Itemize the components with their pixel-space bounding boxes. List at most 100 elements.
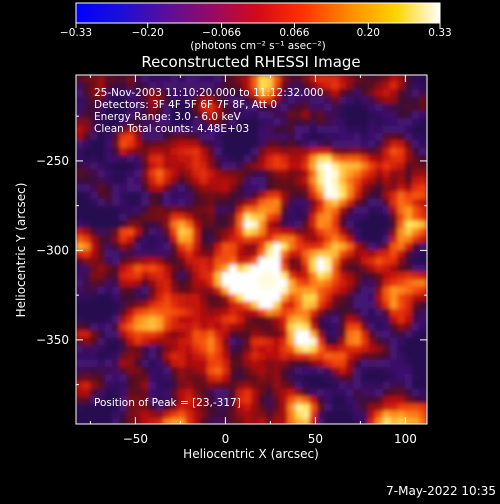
heatmap-cell <box>360 191 369 200</box>
heatmap-cell <box>302 162 311 171</box>
heatmap-cell <box>97 293 106 303</box>
heatmap-cell <box>353 133 362 142</box>
heatmap-cell <box>360 301 369 310</box>
heatmap-cell <box>316 330 326 339</box>
heatmap-cell <box>148 286 157 295</box>
heatmap-cell <box>375 242 384 251</box>
heatmap-cell <box>192 198 201 208</box>
heatmap-cell <box>302 359 311 368</box>
heatmap-cell <box>97 410 106 420</box>
heatmap-cell <box>302 155 311 164</box>
heatmap-cell <box>76 345 84 354</box>
heatmap-cell <box>302 213 311 222</box>
heatmap-cell <box>280 367 289 376</box>
heatmap-cell <box>229 279 238 288</box>
heatmap-cell <box>338 81 347 91</box>
heatmap-cell <box>404 396 413 405</box>
heatmap-cell <box>287 220 296 229</box>
heatmap-cell <box>411 184 421 193</box>
heatmap-cell <box>148 213 157 222</box>
heatmap-cell <box>331 103 340 112</box>
heatmap-cell <box>119 250 128 259</box>
heatmap-cell <box>404 403 413 412</box>
heatmap-cell <box>214 169 223 178</box>
heatmap-cell <box>302 75 311 83</box>
heatmap-cell <box>280 257 289 266</box>
heatmap-cell <box>294 206 304 215</box>
heatmap-cell <box>287 418 296 424</box>
heatmap-cell <box>97 111 106 120</box>
heatmap-cell <box>368 359 377 368</box>
heatmap-cell <box>170 96 179 105</box>
heatmap-cell <box>390 315 399 325</box>
heatmap-cell <box>382 184 391 193</box>
heatmap-cell <box>382 133 391 142</box>
heatmap-cell <box>258 242 267 251</box>
heatmap-cell <box>185 103 194 112</box>
heatmap-cell <box>397 81 406 91</box>
heatmap-cell <box>126 125 135 134</box>
heatmap-cell <box>243 286 252 295</box>
heatmap-cell <box>265 184 274 193</box>
heatmap-cell <box>119 125 128 134</box>
heatmap-cell <box>360 293 369 303</box>
heatmap-cell <box>82 330 92 339</box>
heatmap-cell <box>287 176 296 186</box>
heatmap-cell <box>163 125 172 134</box>
heatmap-cell <box>309 301 318 310</box>
heatmap-cell <box>214 242 223 251</box>
y-tick-label: −300 <box>36 243 69 257</box>
heatmap-cell <box>192 96 201 105</box>
heatmap-cell <box>360 220 369 229</box>
heatmap-cell <box>338 279 347 288</box>
heatmap-cell <box>346 315 355 325</box>
heatmap-cell <box>170 315 179 325</box>
heatmap-cell <box>229 75 238 83</box>
heatmap-cell <box>346 162 355 171</box>
heatmap-cell <box>141 323 150 332</box>
heatmap-cell <box>177 81 187 91</box>
heatmap-cell <box>280 125 289 134</box>
heatmap-cell <box>316 264 326 273</box>
heatmap-cell <box>82 235 92 244</box>
heatmap-cell <box>375 147 384 156</box>
heatmap-cell <box>163 352 172 361</box>
heatmap-cell <box>185 257 194 266</box>
heatmap-cell <box>280 191 289 200</box>
heatmap-cell <box>294 396 304 405</box>
heatmap-cell <box>236 250 245 259</box>
heatmap-cell <box>126 184 135 193</box>
heatmap-cell <box>309 279 318 288</box>
heatmap-cell <box>104 147 113 156</box>
heatmap-cell <box>112 286 121 295</box>
heatmap-cell <box>82 118 92 127</box>
heatmap-cell <box>382 191 391 200</box>
heatmap-cell <box>126 191 135 200</box>
heatmap-cell <box>404 155 413 164</box>
heatmap-cell <box>273 169 282 178</box>
heatmap-cell <box>251 293 260 303</box>
heatmap-cell <box>236 264 245 273</box>
heatmap-cell <box>119 257 128 266</box>
heatmap-cell <box>199 330 209 339</box>
heatmap-cell <box>382 198 391 208</box>
heatmap-cell <box>236 75 245 83</box>
heatmap-cell <box>207 96 216 105</box>
heatmap-cell <box>316 111 326 120</box>
heatmap-cell <box>338 228 347 237</box>
heatmap-cell <box>82 125 92 134</box>
heatmap-cell <box>309 155 318 164</box>
heatmap-cell <box>126 118 135 127</box>
heatmap-cell <box>360 279 369 288</box>
heatmap-cell <box>404 176 413 186</box>
heatmap-cell <box>185 337 194 346</box>
heatmap-cell <box>104 206 113 215</box>
heatmap-cell <box>163 111 172 120</box>
heatmap-cell <box>302 308 311 317</box>
heatmap-cell <box>104 111 113 120</box>
heatmap-cell <box>397 228 406 237</box>
heatmap-cell <box>346 418 355 424</box>
heatmap-cell <box>353 184 362 193</box>
heatmap-cell <box>273 286 282 295</box>
heatmap-cell <box>141 155 150 164</box>
